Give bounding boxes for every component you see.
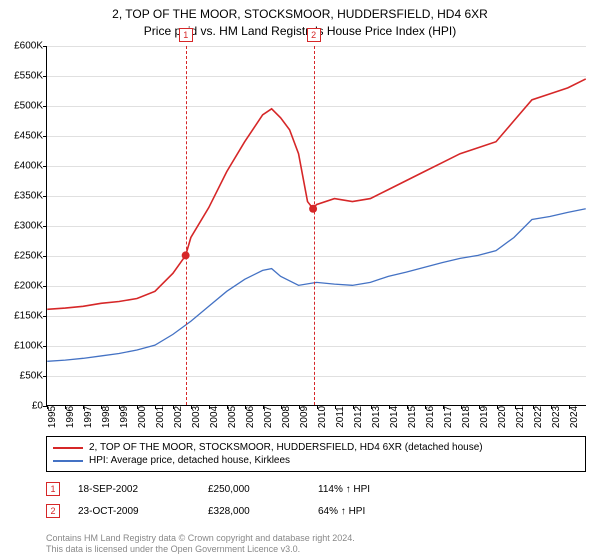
title-line2: Price paid vs. HM Land Registry's House … <box>0 23 600 40</box>
legend-swatch <box>53 460 83 462</box>
y-tick-label: £350K <box>14 191 43 202</box>
series-hpi <box>47 209 586 362</box>
sale-price: £328,000 <box>208 506 318 517</box>
sale-index-box: 2 <box>46 504 60 518</box>
x-tick-label: 2013 <box>371 398 382 420</box>
x-tick-label: 1996 <box>65 398 76 420</box>
footer-line1: Contains HM Land Registry data © Crown c… <box>46 533 355 545</box>
x-tick-label: 2015 <box>407 398 418 420</box>
sale-pct: 114% ↑ HPI <box>318 484 418 495</box>
y-tick-label: £500K <box>14 101 43 112</box>
legend-row: HPI: Average price, detached house, Kirk… <box>53 454 579 467</box>
sale-price: £250,000 <box>208 484 318 495</box>
y-tick-label: £550K <box>14 71 43 82</box>
x-tick-label: 1997 <box>83 398 94 420</box>
x-tick-label: 2014 <box>389 398 400 420</box>
chart-lines <box>47 46 586 405</box>
x-tick-label: 2008 <box>281 398 292 420</box>
x-tick-label: 2006 <box>245 398 256 420</box>
x-tick-label: 2024 <box>569 398 580 420</box>
x-tick-label: 2018 <box>461 398 472 420</box>
sale-row: 2 23-OCT-2009£328,00064% ↑ HPI <box>46 500 586 522</box>
x-tick-label: 1999 <box>119 398 130 420</box>
x-tick-label: 2009 <box>299 398 310 420</box>
title-line1: 2, TOP OF THE MOOR, STOCKSMOOR, HUDDERSF… <box>0 6 600 23</box>
x-tick-label: 2010 <box>317 398 328 420</box>
x-tick-label: 2017 <box>443 398 454 420</box>
y-tick-label: £100K <box>14 341 43 352</box>
sale-index-box: 1 <box>46 482 60 496</box>
y-tick-label: £150K <box>14 311 43 322</box>
footer: Contains HM Land Registry data © Crown c… <box>46 533 355 556</box>
x-tick-label: 2019 <box>479 398 490 420</box>
y-tick-label: £600K <box>14 41 43 52</box>
y-tick-label: £50K <box>20 371 43 382</box>
x-tick-label: 2003 <box>191 398 202 420</box>
x-tick-label: 2004 <box>209 398 220 420</box>
x-tick-label: 2001 <box>155 398 166 420</box>
x-tick-label: 2000 <box>137 398 148 420</box>
plot-area: £0£50K£100K£150K£200K£250K£300K£350K£400… <box>46 46 586 406</box>
y-tick-label: £0 <box>32 401 43 412</box>
y-tick-label: £400K <box>14 161 43 172</box>
y-tick-label: £450K <box>14 131 43 142</box>
sale-pct: 64% ↑ HPI <box>318 506 418 517</box>
x-tick-label: 1995 <box>47 398 58 420</box>
x-tick-label: 2012 <box>353 398 364 420</box>
sale-date: 23-OCT-2009 <box>78 506 208 517</box>
y-tick-label: £250K <box>14 251 43 262</box>
event-marker-2: 2 <box>307 28 321 42</box>
x-tick-label: 2002 <box>173 398 184 420</box>
chart-title: 2, TOP OF THE MOOR, STOCKSMOOR, HUDDERSF… <box>0 0 600 40</box>
x-tick-label: 2005 <box>227 398 238 420</box>
sales-table: 1 18-SEP-2002£250,000114% ↑ HPI 2 23-OCT-20… <box>46 478 586 522</box>
x-tick-label: 2023 <box>551 398 562 420</box>
legend-row: 2, TOP OF THE MOOR, STOCKSMOOR, HUDDERSF… <box>53 441 579 454</box>
series-property <box>47 79 586 309</box>
chart-container: 2, TOP OF THE MOOR, STOCKSMOOR, HUDDERSF… <box>0 0 600 560</box>
x-tick-label: 2016 <box>425 398 436 420</box>
legend-swatch <box>53 447 83 449</box>
legend: 2, TOP OF THE MOOR, STOCKSMOOR, HUDDERSF… <box>46 436 586 472</box>
sale-date: 18-SEP-2002 <box>78 484 208 495</box>
x-tick-label: 2007 <box>263 398 274 420</box>
x-tick-label: 1998 <box>101 398 112 420</box>
x-tick-label: 2022 <box>533 398 544 420</box>
legend-label: 2, TOP OF THE MOOR, STOCKSMOOR, HUDDERSF… <box>89 442 483 453</box>
footer-line2: This data is licensed under the Open Gov… <box>46 544 355 556</box>
x-tick-label: 2021 <box>515 398 526 420</box>
event-marker-1: 1 <box>179 28 193 42</box>
y-tick-label: £200K <box>14 281 43 292</box>
x-tick-label: 2011 <box>335 398 346 420</box>
x-tick-label: 2020 <box>497 398 508 420</box>
sale-row: 1 18-SEP-2002£250,000114% ↑ HPI <box>46 478 586 500</box>
y-tick-label: £300K <box>14 221 43 232</box>
legend-label: HPI: Average price, detached house, Kirk… <box>89 455 290 466</box>
